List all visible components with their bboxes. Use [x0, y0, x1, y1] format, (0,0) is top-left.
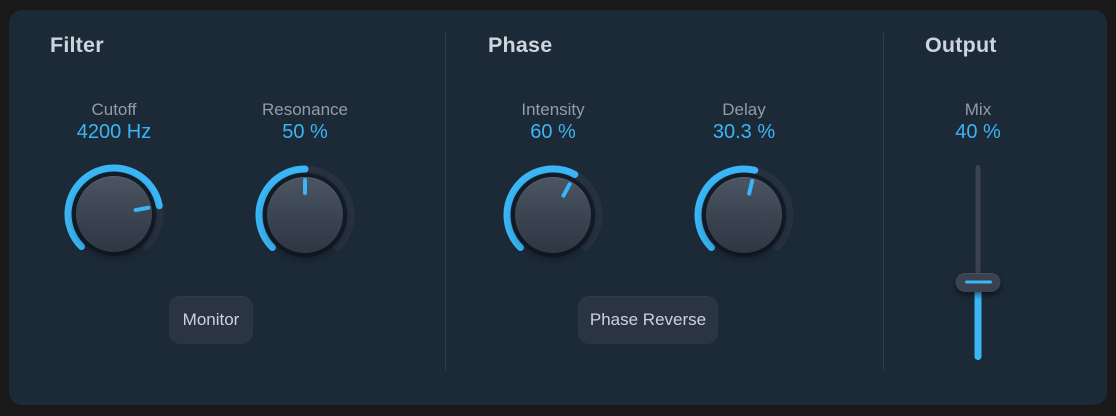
mix-slider[interactable] [955, 165, 1001, 360]
delay-value[interactable]: 30.3 % [712, 121, 776, 143]
delay-label: Delay [722, 100, 766, 119]
cutoff-value[interactable]: 4200 Hz [76, 121, 152, 143]
knob-face [706, 177, 782, 253]
knob-pointer [746, 178, 755, 197]
knob-face [515, 177, 591, 253]
mix-slider-handle[interactable] [955, 272, 1001, 292]
knob-pointer [303, 178, 307, 195]
mix-slider-fill [974, 282, 982, 360]
section-divider [883, 33, 884, 370]
knob-pointer [133, 205, 151, 213]
resonance-label: Resonance [261, 100, 349, 119]
mix-value[interactable]: 40 % [955, 121, 1001, 143]
section-divider [445, 33, 446, 370]
intensity-value[interactable]: 60 % [530, 121, 576, 143]
intensity-label: Intensity [521, 100, 585, 119]
mix-label: Mix [964, 100, 992, 119]
resonance-value[interactable]: 50 % [282, 121, 328, 143]
filter-section-title: Filter [50, 33, 104, 57]
mix-slider-handle-line [964, 280, 992, 284]
cutoff-knob[interactable] [62, 162, 166, 266]
output-section-title: Output [925, 33, 997, 57]
intensity-knob[interactable] [501, 163, 605, 267]
cutoff-label: Cutoff [91, 100, 137, 119]
delay-knob[interactable] [692, 163, 796, 267]
resonance-knob[interactable] [253, 163, 357, 267]
mix-slider-track [975, 165, 981, 360]
knob-pointer [560, 181, 573, 199]
knob-face [76, 176, 152, 252]
phase-reverse-button[interactable]: Phase Reverse [578, 296, 718, 344]
monitor-button[interactable]: Monitor [169, 296, 253, 344]
phase-section-title: Phase [488, 33, 553, 57]
